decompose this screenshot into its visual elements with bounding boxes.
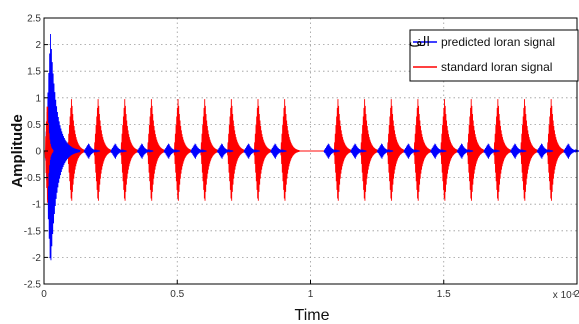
- y-tick-label-7: 1: [35, 93, 41, 104]
- predicted-pulse-4: [190, 143, 207, 159]
- predicted-pulse-11: [403, 143, 421, 159]
- predicted-pulse-16: [536, 143, 554, 159]
- standard-pulse-4: [173, 99, 194, 201]
- standard-pulse-17: [546, 99, 567, 201]
- predicted-pulse-7: [270, 143, 287, 159]
- x-tick-label-2: 1: [308, 289, 314, 300]
- legend-label-predicted: predicted loran signal: [441, 35, 555, 49]
- predicted-pulse-6: [243, 143, 261, 159]
- predicted-pulse-9: [350, 143, 367, 159]
- predicted-pulse-1: [110, 143, 127, 159]
- predicted-pulse-10: [376, 143, 394, 159]
- standard-pulse-2: [120, 99, 140, 201]
- legend-box: [409, 29, 579, 82]
- predicted-pulse-15: [509, 143, 527, 159]
- x-axis-multiplier: x 10⁴: [553, 290, 576, 301]
- plot-series: [44, 33, 579, 261]
- standard-pulse-1: [93, 99, 114, 201]
- standard-pulse-14: [466, 99, 487, 201]
- y-tick-label-0: -2.5: [24, 280, 42, 291]
- standard-pulse-13: [440, 99, 460, 201]
- standard-pulse-initial: [44, 106, 54, 203]
- standard-pulse-11: [386, 99, 407, 201]
- predicted-pulse-12: [430, 143, 447, 159]
- y-tick-label-4: -0.5: [24, 173, 42, 184]
- standard-pulse-7: [253, 99, 274, 201]
- y-tick-label-8: 1.5: [27, 67, 41, 78]
- y-tick-label-9: 2: [35, 40, 41, 51]
- predicted-pulse-2: [136, 143, 154, 159]
- overlay-arabic-text: الف: [409, 35, 430, 50]
- predicted-pulse-14: [483, 143, 500, 159]
- y-tick-label-6: 0.5: [27, 120, 41, 131]
- standard-pulse-9: [333, 99, 354, 201]
- predicted-pulse-8: [323, 143, 341, 159]
- y-tick-label-5: 0: [35, 147, 41, 158]
- standard-pulse-6: [226, 99, 247, 201]
- x-tick-label-3: 1.5: [437, 289, 451, 300]
- predicted-initial-transient: [44, 33, 81, 261]
- x-tick-label-4: 2: [574, 289, 579, 300]
- y-axis-title: Amplitude: [9, 114, 26, 187]
- standard-pulse-5: [200, 99, 220, 201]
- predicted-pulse-3: [163, 143, 181, 159]
- standard-pulse-8: [280, 99, 300, 201]
- predicted-pulse-0: [83, 143, 101, 159]
- x-axis-title: Time: [295, 307, 330, 324]
- standard-pulse-12: [413, 99, 433, 201]
- standard-pulse-0: [67, 99, 87, 201]
- predicted-pulse-13: [456, 143, 474, 159]
- x-tick-label-0: 0: [41, 289, 47, 300]
- legend-label-standard: standard loran signal: [441, 60, 552, 74]
- standard-pulse-15: [493, 99, 513, 201]
- axis-ticks: 0 0.5 1 1.5 2 -2.5 -2 -1.5 -1 -0.5 0 0.5 1 1.5 2 2.5: [24, 14, 579, 301]
- standard-pulse-10: [360, 99, 380, 201]
- x-tick-label-1: 0.5: [170, 289, 184, 300]
- y-tick-label-10: 2.5: [27, 14, 41, 25]
- predicted-pulse-5: [216, 143, 234, 159]
- y-tick-label-1: -2: [32, 253, 41, 264]
- y-tick-label-3: -1: [32, 200, 41, 211]
- y-tick-label-2: -1.5: [24, 226, 42, 237]
- legend: predicted loran signal standard loran si…: [409, 29, 579, 82]
- standard-pulse-3: [146, 99, 167, 201]
- standard-pulse-16: [520, 99, 540, 201]
